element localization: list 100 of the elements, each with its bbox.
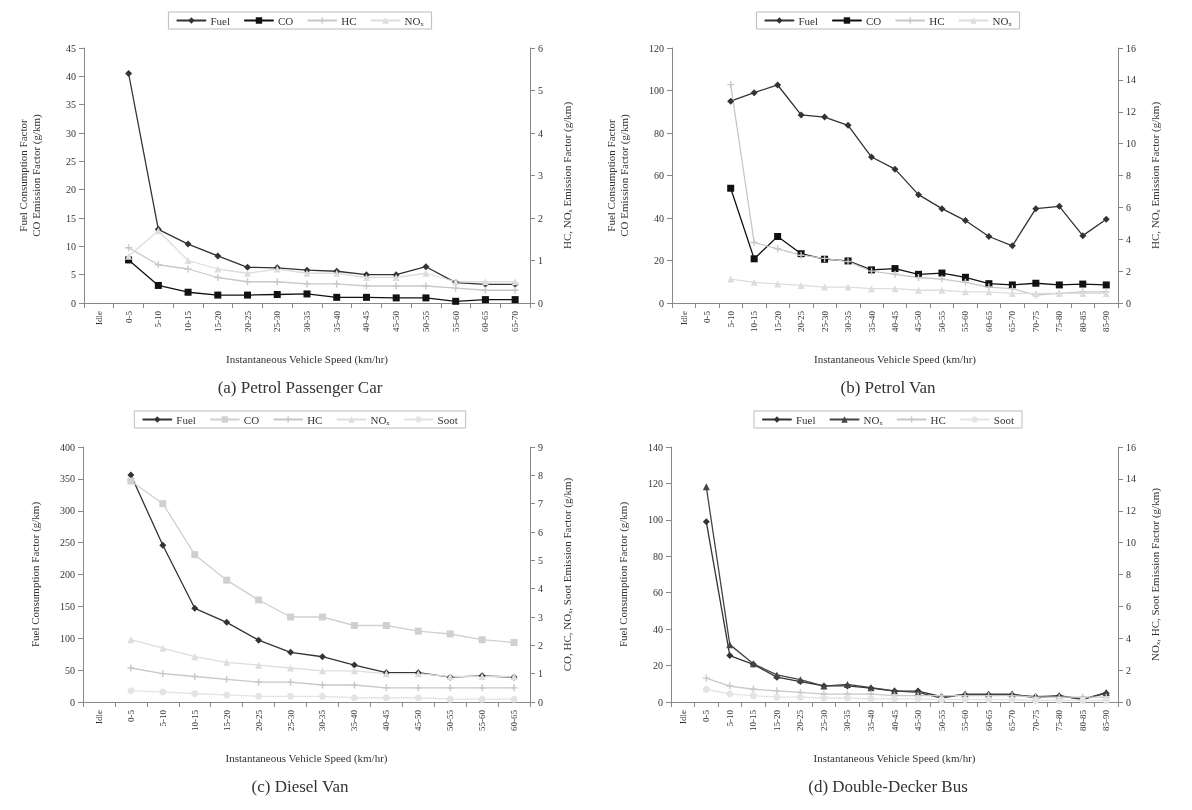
x-tick-label: 75-80 xyxy=(1054,709,1065,731)
y2-tick-label: 3 xyxy=(538,611,543,623)
legend-label: HC xyxy=(930,413,946,426)
y-tick-label: 10 xyxy=(66,240,76,252)
y2-tick-label: 1 xyxy=(538,255,543,266)
x-axis-title: Instantaneous Vehicle Speed (km/hr) xyxy=(813,352,977,366)
x-axis-title: Instantaneous Vehicle Speed (km/hr) xyxy=(225,751,388,765)
x-tick-label: Idle xyxy=(678,311,689,325)
y-tick-label: 35 xyxy=(66,99,76,111)
y2-tick-label: 2 xyxy=(1126,265,1131,277)
x-tick-label: 0-5 xyxy=(125,709,136,722)
y2-tick-label: 9 xyxy=(538,441,543,453)
x-tick-label: 25-30 xyxy=(818,709,829,731)
y2-axis-title: HC, NOₓ Emission Factor (g/km) xyxy=(1148,101,1162,250)
y2-axis-title: NOₓ, HC, Soot Emission Factor (g/km) xyxy=(1148,487,1162,661)
x-tick-label: 25-30 xyxy=(819,310,830,332)
x-tick-label: 50-55 xyxy=(936,709,947,731)
y-tick-label: 45 xyxy=(66,42,76,54)
x-tick-label: 55-60 xyxy=(450,310,461,332)
x-tick-label: 65-70 xyxy=(510,310,521,332)
y-axis-title: Fuel Consumption Factor (g/km) xyxy=(616,501,630,648)
y-tick-label: 60 xyxy=(653,587,663,599)
x-tick-label: 20-25 xyxy=(796,310,807,332)
y2-tick-label: 6 xyxy=(1126,600,1131,612)
y-tick-label: 100 xyxy=(649,85,664,96)
x-tick-label: 65-70 xyxy=(1007,310,1018,332)
y2-tick-label: 7 xyxy=(538,498,543,510)
x-tick-label: Idle xyxy=(93,311,104,325)
y2-tick-label: 16 xyxy=(1126,441,1136,453)
y-tick-label: 5 xyxy=(71,269,76,281)
x-tick-label: 40-45 xyxy=(361,310,372,332)
x-tick-label: 40-45 xyxy=(381,709,392,731)
y2-tick-label: 2 xyxy=(538,639,543,651)
y2-tick-label: 4 xyxy=(538,583,543,595)
x-tick-label: 45-50 xyxy=(413,709,424,731)
y-tick-label: 0 xyxy=(658,696,663,708)
x-axis-title: Instantaneous Vehicle Speed (km/hr) xyxy=(813,751,976,765)
x-tick-label: 45-50 xyxy=(391,310,402,332)
x-tick-label: 85-90 xyxy=(1101,709,1112,731)
legend-label: Soot xyxy=(437,413,458,426)
x-tick-label: 60-65 xyxy=(480,310,491,332)
y2-tick-label: 10 xyxy=(1126,537,1136,549)
legend-label: CO xyxy=(243,413,260,426)
y2-tick-label: 8 xyxy=(1126,170,1131,181)
y-tick-label: 20 xyxy=(654,255,664,266)
y2-tick-label: 14 xyxy=(1126,74,1136,86)
legend-label: Fuel xyxy=(798,14,818,27)
x-tick-label: 10-15 xyxy=(748,709,759,731)
y2-tick-label: 6 xyxy=(538,526,543,538)
y-tick-label: 200 xyxy=(60,569,75,580)
y2-tick-label: 8 xyxy=(1126,569,1131,580)
x-tick-label: 45-50 xyxy=(913,709,924,731)
y2-tick-label: 0 xyxy=(538,297,543,309)
legend-label: NOₓ xyxy=(404,14,425,27)
legend-label: CO xyxy=(865,14,882,27)
legend-label: Fuel xyxy=(210,14,230,27)
x-tick-label: 40-45 xyxy=(890,310,900,332)
x-tick-label: 55-60 xyxy=(960,310,971,332)
y2-tick-label: 12 xyxy=(1126,106,1136,118)
x-tick-label: 5-10 xyxy=(157,709,168,727)
x-tick-label: 10-15 xyxy=(183,310,194,332)
y-tick-label: 0 xyxy=(659,297,664,309)
x-tick-label: 0-5 xyxy=(123,310,134,323)
y2-tick-label: 14 xyxy=(1126,473,1136,485)
y2-tick-label: 5 xyxy=(538,554,543,566)
legend-label: HC xyxy=(929,14,945,27)
legend-label: Fuel xyxy=(795,413,816,426)
x-tick-label: 0-5 xyxy=(702,310,713,323)
x-tick-label: 5-10 xyxy=(724,709,735,727)
x-tick-label: 10-15 xyxy=(189,709,200,731)
x-tick-label: 20-25 xyxy=(242,310,253,332)
y-tick-label: 20 xyxy=(653,660,663,672)
x-tick-label: 50-55 xyxy=(420,310,431,332)
x-tick-label: 85-90 xyxy=(1101,310,1112,332)
y-tick-label: 120 xyxy=(648,477,663,489)
y-tick-label: 40 xyxy=(654,212,664,224)
x-tick-label: 15-20 xyxy=(772,310,783,332)
y-tick-label: 40 xyxy=(653,623,663,635)
x-tick-label: 60-65 xyxy=(983,310,994,332)
x-tick-label: 35-40 xyxy=(866,310,877,332)
text: (b) Petrol Van xyxy=(840,378,937,397)
x-tick-label: 80-85 xyxy=(1077,310,1088,332)
x-tick-label: 65-70 xyxy=(1007,709,1018,731)
x-tick-label: 15-20 xyxy=(212,310,223,332)
x-tick-label: 75-80 xyxy=(1054,310,1065,332)
legend-label: Soot xyxy=(993,413,1015,426)
y-tick-label: 100 xyxy=(60,632,75,644)
y-tick-label: 300 xyxy=(60,505,75,517)
y-tick-label: 250 xyxy=(60,537,75,549)
y-axis-title: Fuel Consumption Factor CO Emission Factor (g/km) xyxy=(16,113,43,237)
y2-tick-label: 2 xyxy=(538,212,543,224)
x-tick-label: 55-60 xyxy=(960,709,971,731)
x-tick-label: 35-40 xyxy=(349,709,360,731)
y-axis-title: Fuel Consumption Factor CO Emission Factor (g/km) xyxy=(604,113,631,237)
x-axis-title: Instantaneous Vehicle Speed (km/hr) xyxy=(225,352,389,366)
x-tick-label: 15-20 xyxy=(221,709,232,731)
text: (d) Double-Decker Bus xyxy=(808,777,968,796)
x-tick-label: 50-55 xyxy=(445,709,456,731)
x-tick-label: 0-5 xyxy=(701,709,712,722)
legend-label: HC xyxy=(307,413,323,426)
